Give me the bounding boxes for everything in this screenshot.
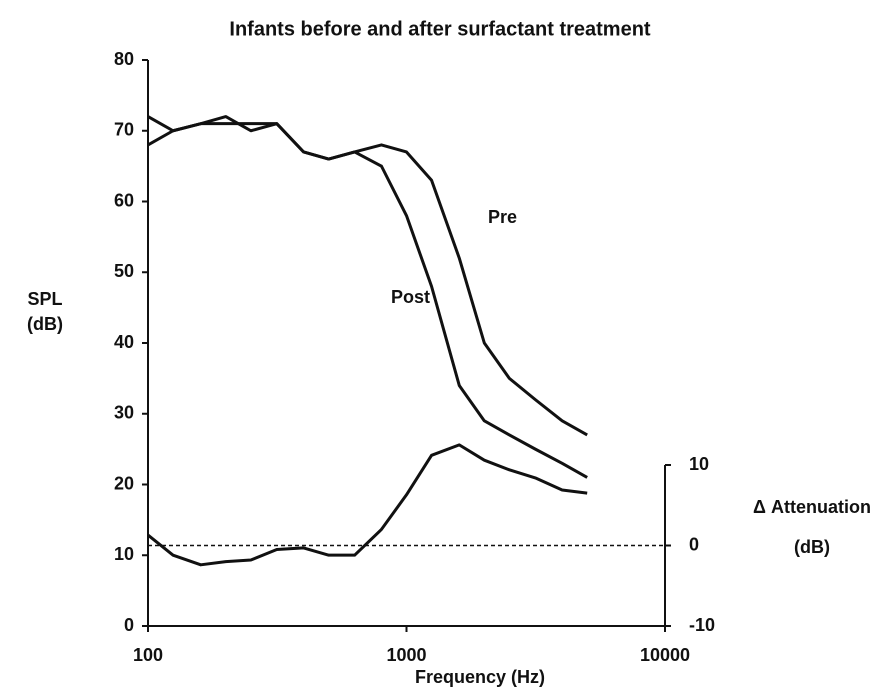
series-line: [147, 122, 588, 437]
y-axis-label: (dB): [27, 314, 63, 334]
y2-tick-label: -10: [689, 615, 715, 635]
y2-tick-label: 10: [689, 454, 709, 474]
y-tick-label: 80: [114, 49, 134, 69]
x-axis-label: Frequency (Hz): [415, 667, 545, 687]
annotation: Pre: [488, 207, 517, 227]
y2-axis-label: (dB): [794, 537, 830, 557]
y-tick-label: 10: [114, 544, 134, 564]
y-tick-label: 20: [114, 473, 134, 493]
y-axis-label: SPL: [27, 289, 62, 309]
y-tick-label: 30: [114, 403, 134, 423]
chart-title: Infants before and after surfactant trea…: [229, 18, 651, 40]
annotation: Post: [391, 287, 430, 307]
series-line: [147, 443, 588, 567]
x-tick-label: 100: [133, 645, 163, 665]
y-tick-label: 50: [114, 261, 134, 281]
y-tick-label: 70: [114, 120, 134, 140]
y-tick-label: 60: [114, 190, 134, 210]
series-line: [147, 115, 588, 479]
y-tick-label: 40: [114, 332, 134, 352]
y2-axis-label: Δ Attenuation: [753, 497, 871, 517]
x-tick-label: 10000: [640, 645, 690, 665]
x-tick-label: 1000: [386, 645, 426, 665]
y-tick-label: 0: [124, 615, 134, 635]
y2-tick-label: 0: [689, 534, 699, 554]
